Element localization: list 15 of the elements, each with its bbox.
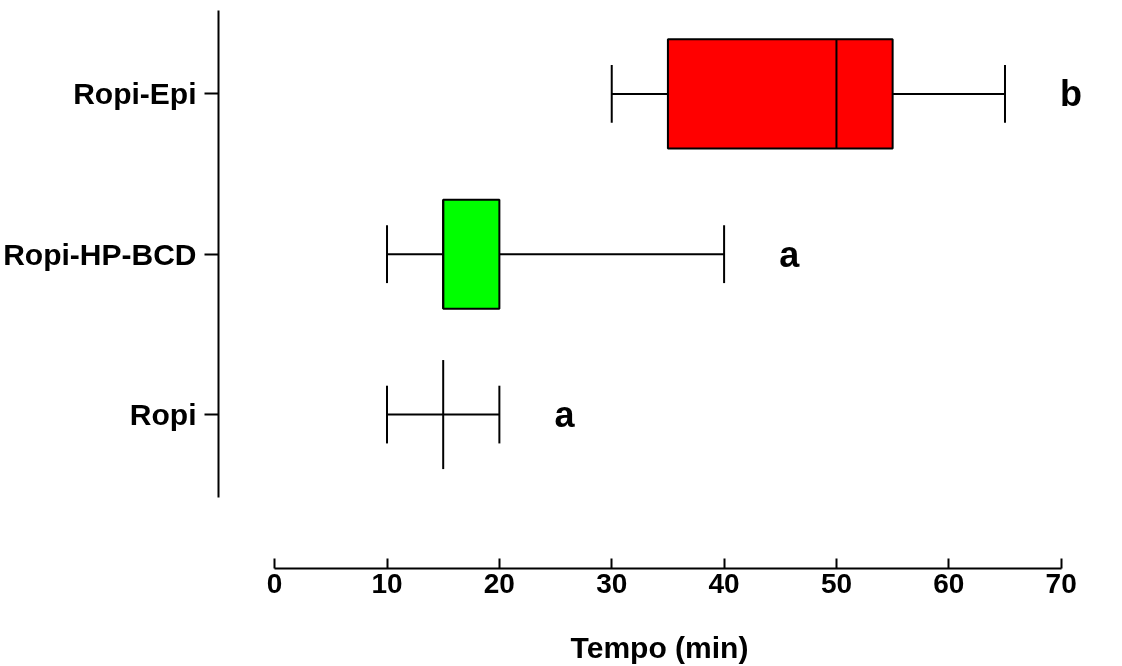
x-tick-label: 40 — [708, 567, 740, 599]
y-tick-label: Ropi-Epi — [73, 77, 197, 111]
x-tick-label: 10 — [371, 567, 403, 599]
x-tick-label: 30 — [596, 567, 628, 599]
annotation: b — [1060, 73, 1083, 115]
y-tick-label: Ropi — [129, 398, 197, 432]
x-tick-label: 20 — [483, 567, 515, 599]
x-axis-title: Tempo (min) — [570, 630, 749, 664]
y-tick-label: Ropi-HP-BCD — [3, 237, 197, 271]
x-tick-label: 70 — [1045, 567, 1077, 599]
x-tick-label: 0 — [266, 567, 283, 599]
annotation: a — [779, 233, 801, 275]
x-tick-label: 60 — [933, 567, 965, 599]
annotation: a — [554, 394, 576, 436]
x-tick-label: 50 — [820, 567, 853, 599]
